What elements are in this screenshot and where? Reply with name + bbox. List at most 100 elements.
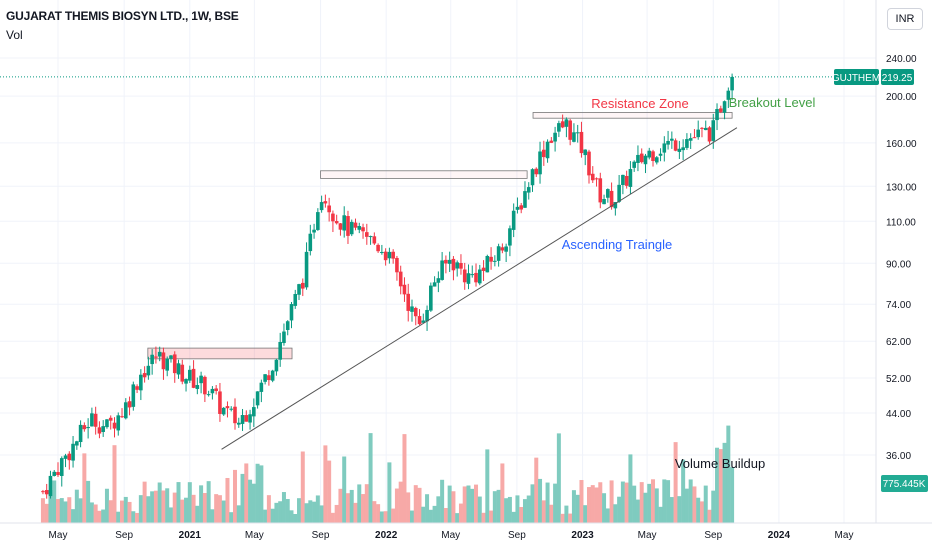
volume-bar — [221, 500, 226, 523]
volume-bar — [168, 507, 173, 523]
candle — [534, 167, 539, 177]
candle — [252, 398, 256, 428]
volume-bar — [327, 460, 332, 523]
candle — [82, 422, 87, 432]
volume-bar — [82, 453, 87, 523]
volume-bar — [590, 485, 595, 523]
candle — [338, 223, 343, 236]
candle — [542, 140, 546, 166]
candle — [139, 369, 143, 401]
candle — [199, 371, 203, 394]
candle — [568, 118, 572, 146]
volume-bar — [519, 507, 524, 523]
volume-bar — [342, 456, 347, 523]
currency-button[interactable]: INR — [887, 8, 923, 30]
time-tick-label: 2023 — [571, 530, 594, 541]
ascending-trendline[interactable] — [221, 127, 738, 450]
candle — [538, 141, 542, 184]
candle — [511, 203, 516, 238]
volume-bar — [541, 500, 546, 523]
candle — [368, 235, 373, 245]
volume-bar — [673, 442, 678, 523]
candle — [157, 346, 162, 362]
volume-bar — [104, 488, 109, 523]
volume-bar — [692, 486, 697, 523]
candle — [44, 483, 49, 499]
candle — [169, 355, 173, 363]
candle — [112, 417, 117, 438]
price-axis[interactable]: 240.00 200.00 160.00 130.00 110.00 90.00 74.00… — [886, 54, 917, 462]
candle — [726, 87, 731, 109]
candle — [233, 398, 237, 430]
time-tick-label: Sep — [704, 530, 722, 541]
candle — [184, 378, 188, 392]
resistance-zone-label[interactable]: Resistance Zone — [591, 96, 689, 111]
volume-bar — [669, 497, 674, 523]
time-tick-label: May — [245, 530, 264, 541]
volume-bar — [500, 463, 505, 523]
resistance-zone[interactable] — [532, 112, 733, 119]
breakout-level-label[interactable]: Breakout Level — [729, 95, 816, 110]
candle — [429, 282, 433, 312]
resistance-zone[interactable] — [320, 170, 528, 179]
volume-bar — [123, 496, 128, 523]
volume-bar — [598, 482, 603, 523]
candle — [504, 243, 508, 263]
volume-bar — [330, 512, 335, 523]
candle — [316, 208, 320, 231]
volume-bar — [677, 496, 682, 523]
volume-bar — [67, 497, 72, 523]
volume-bar — [379, 511, 384, 523]
time-axis[interactable]: May Sep 2021 May Sep 2022 May Sep 2023 May Sep 2024… — [49, 530, 854, 541]
candle — [383, 248, 388, 266]
resistance-zone[interactable] — [147, 347, 293, 360]
volume-bar — [135, 512, 140, 523]
candle — [696, 120, 701, 140]
volume-bar — [681, 459, 686, 523]
volume-bar — [496, 489, 501, 523]
volume-bar — [74, 489, 79, 523]
candle — [56, 462, 60, 478]
volume-bar — [722, 442, 727, 523]
volume-bar — [372, 501, 377, 523]
time-tick-label: May — [49, 530, 68, 541]
ascending-triangle-label[interactable]: Ascending Traingle — [562, 237, 673, 252]
volume-buildup-label[interactable]: Volume Buildup — [675, 456, 765, 471]
volume-bar — [515, 495, 520, 523]
grid — [0, 0, 876, 523]
candle — [624, 170, 629, 189]
volume-bar — [146, 496, 151, 523]
candle — [481, 260, 486, 281]
candle — [598, 172, 603, 209]
candle — [602, 194, 606, 205]
candle — [357, 222, 362, 234]
volume-bar — [387, 462, 392, 523]
volume-bar — [470, 488, 475, 523]
volume-bar — [654, 488, 659, 523]
volume-bar — [195, 505, 200, 523]
candle — [176, 359, 181, 379]
candle — [120, 408, 124, 418]
price-tick-label: 62.00 — [886, 337, 911, 348]
volume-bar — [658, 506, 663, 523]
candle — [380, 244, 384, 255]
candle — [413, 306, 418, 326]
volume-indicator-label[interactable]: Vol — [6, 28, 23, 42]
candle — [259, 379, 264, 403]
volume-bar — [436, 496, 441, 523]
volume-bar — [383, 511, 388, 523]
price-tick-label: 200.00 — [886, 92, 917, 103]
symbol-title[interactable]: GUJARAT THEMIS BIOSYN LTD., 1W, BSE — [6, 9, 239, 23]
candle — [613, 201, 618, 216]
candle — [372, 232, 377, 246]
volume-bar — [432, 505, 437, 523]
volume-bar — [349, 489, 354, 523]
candle — [312, 223, 316, 239]
volume-bar — [138, 495, 143, 523]
volume-bar — [586, 487, 591, 523]
candle — [142, 366, 147, 383]
volume-bar — [402, 434, 407, 523]
candle — [236, 417, 241, 428]
volume-bar — [688, 479, 693, 523]
